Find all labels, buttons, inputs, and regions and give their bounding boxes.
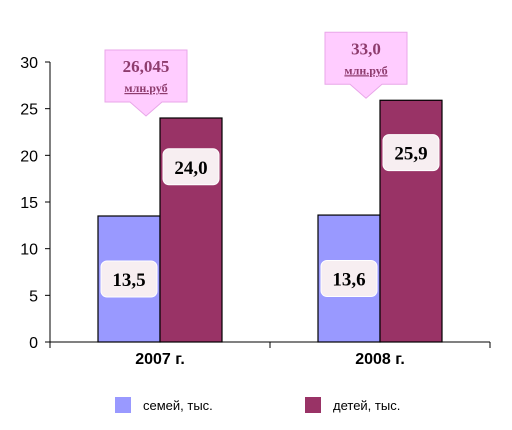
y-tick-label: 5 [29,288,38,305]
y-tick-label: 0 [29,335,38,352]
legend-swatch [115,397,131,413]
legend-item: детей, тыс. [305,397,400,413]
callout-shape [324,31,408,99]
legend-item: семей, тыс. [115,397,213,413]
y-tick-label: 10 [20,242,38,259]
value-label-box [162,148,220,186]
legend: семей, тыс. детей, тыс. [115,397,400,413]
data-label: 25,9 [394,144,427,165]
value-label-box [382,134,440,172]
y-tick-label: 20 [20,148,38,165]
callouts: 26,045 млн.руб 33,0 млн.руб [104,31,408,117]
legend-label: детей, тыс. [333,398,400,413]
value-labels: 13,5 24,0 13,6 25,9 [100,134,440,298]
x-tick-label: 2007 г. [135,351,185,368]
callout-value: 26,045 [123,57,170,76]
callout-shape [104,49,188,117]
data-label: 13,6 [332,270,365,291]
y-tick-label: 25 [20,102,38,119]
axes: 0 5 10 15 20 25 30 2007 г. 2008 г. [20,55,491,368]
data-label: 24,0 [174,158,207,179]
data-label: 13,5 [112,270,145,291]
y-tick-label: 30 [20,55,38,72]
x-tick-label: 2008 г. [355,351,405,368]
callout-value: 33,0 [351,39,381,58]
value-label-box [320,260,378,298]
callout: 26,045 млн.руб [104,49,188,117]
callout: 33,0 млн.руб [324,31,408,99]
legend-swatch [305,397,321,413]
value-label-box [100,260,158,298]
legend-label: семей, тыс. [143,398,213,413]
callout-unit: млн.руб [344,63,387,77]
callout-unit: млн.руб [124,81,167,95]
y-tick-label: 15 [20,195,38,212]
